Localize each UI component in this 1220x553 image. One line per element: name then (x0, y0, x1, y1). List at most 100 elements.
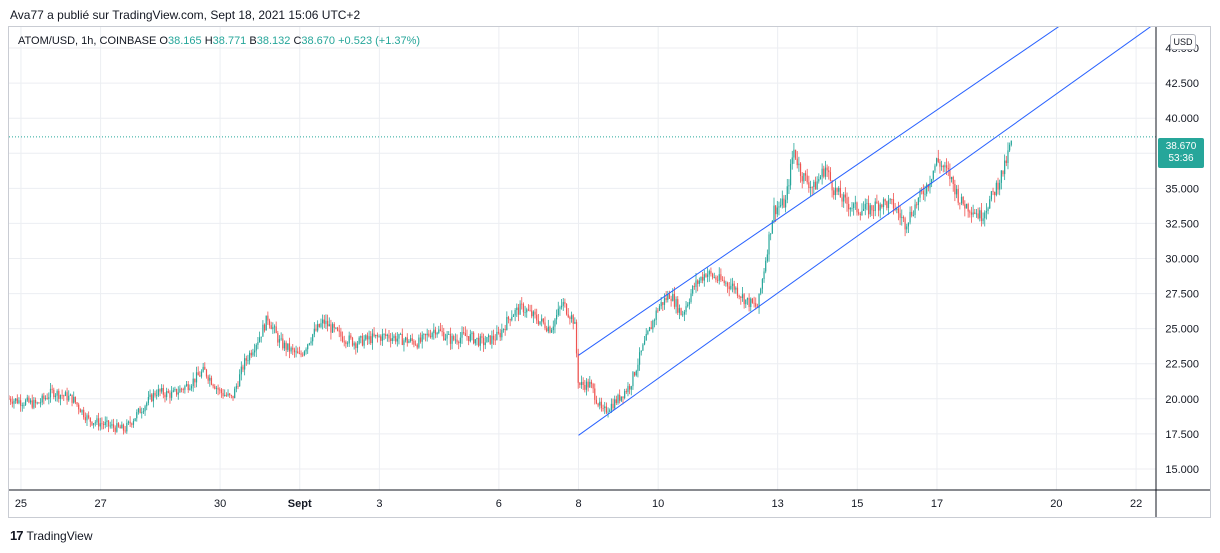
candle-body (652, 320, 654, 330)
candle-body (965, 203, 968, 209)
candle-body (297, 351, 299, 354)
candle-body (610, 403, 612, 411)
candle-body (325, 320, 327, 324)
candle-body (512, 315, 515, 317)
candle-body (708, 271, 710, 275)
candle-body (902, 216, 905, 219)
candle-body (54, 395, 57, 397)
candle-body (507, 317, 510, 320)
candle-body (167, 391, 169, 393)
candle-body (780, 205, 782, 207)
candle-body (195, 372, 198, 383)
candle-body (290, 347, 292, 352)
candle-body (451, 336, 453, 344)
candle-body (929, 183, 931, 188)
candle-body (305, 349, 307, 352)
candle-body (456, 339, 458, 343)
candle-body (785, 199, 787, 208)
candle-body (851, 207, 853, 209)
candle-body (622, 396, 624, 399)
candle-body (590, 381, 593, 384)
candle-body (645, 333, 647, 341)
candle-body (172, 390, 174, 392)
candle-body (406, 337, 408, 343)
candle-body (428, 333, 430, 336)
candle-body (941, 165, 943, 167)
time-tick-label: 3 (376, 498, 382, 510)
candle-body (751, 298, 754, 303)
candle-body (98, 418, 100, 427)
candle-body (272, 327, 274, 330)
candle-body (20, 400, 22, 406)
candle-body (532, 311, 534, 317)
candle-body (104, 421, 106, 426)
candle-body (61, 395, 63, 396)
candle-body (897, 208, 900, 214)
price-tick-label: 22.500 (1165, 359, 1199, 371)
candle-body (315, 328, 317, 331)
candle-body (614, 399, 616, 409)
candle-body (502, 329, 505, 330)
candle-body (83, 409, 85, 418)
candle-body (277, 333, 279, 343)
candle-body (28, 397, 30, 403)
candle-body (46, 398, 48, 399)
candle-body (338, 330, 340, 332)
candle-body (449, 334, 452, 344)
candle-body (282, 338, 284, 349)
candle-body (985, 210, 988, 213)
candle-body (743, 294, 745, 305)
symbol-label[interactable]: ATOM/USD, 1h, COINBASE (18, 35, 157, 47)
candle-body (853, 203, 855, 208)
candle-body (331, 324, 334, 333)
candle-body (957, 189, 959, 203)
candle-body (750, 298, 752, 307)
candle-body (220, 389, 223, 393)
candle-body (667, 293, 669, 300)
candle-body (909, 211, 911, 223)
time-tick-label: 22 (1130, 498, 1142, 510)
candle-body (788, 185, 790, 187)
candle-body (579, 382, 581, 385)
candle-body (733, 283, 735, 290)
candle-body (891, 199, 893, 200)
candle-body (858, 212, 860, 214)
candle-body (821, 168, 823, 177)
candle-body (443, 332, 445, 340)
candle-body (808, 182, 810, 189)
candle-body (549, 326, 551, 333)
candle-body (662, 302, 664, 305)
candle-body (871, 205, 873, 211)
candle-body (741, 294, 744, 298)
candle-body (39, 402, 42, 404)
candle-body (209, 377, 211, 381)
candle-body (401, 333, 403, 345)
candle-body (960, 196, 963, 204)
candle-body (24, 400, 27, 405)
currency-button[interactable]: USD (1170, 34, 1196, 50)
candle-body (74, 396, 76, 403)
candle-body (688, 301, 690, 305)
candle-body (765, 260, 767, 272)
candle-body (81, 409, 83, 413)
candle-body (146, 402, 148, 407)
candle-body (10, 398, 12, 402)
candle-body (609, 410, 611, 412)
candle-body (436, 332, 438, 335)
candle-body (11, 401, 13, 404)
candle-body (378, 336, 380, 338)
candle-body (703, 274, 705, 281)
candle-body (677, 299, 679, 313)
candle-body (753, 302, 755, 304)
candle-body (79, 409, 81, 413)
candle-body (1005, 160, 1007, 163)
candle-body (556, 315, 558, 320)
candle-body (180, 388, 183, 390)
candle-body (476, 337, 478, 340)
candle-body (994, 191, 996, 196)
candle-body (161, 388, 163, 392)
candle-body (151, 394, 153, 402)
tradingview-logo[interactable]: 17 TradingView (10, 528, 93, 543)
candle-body (926, 184, 928, 194)
